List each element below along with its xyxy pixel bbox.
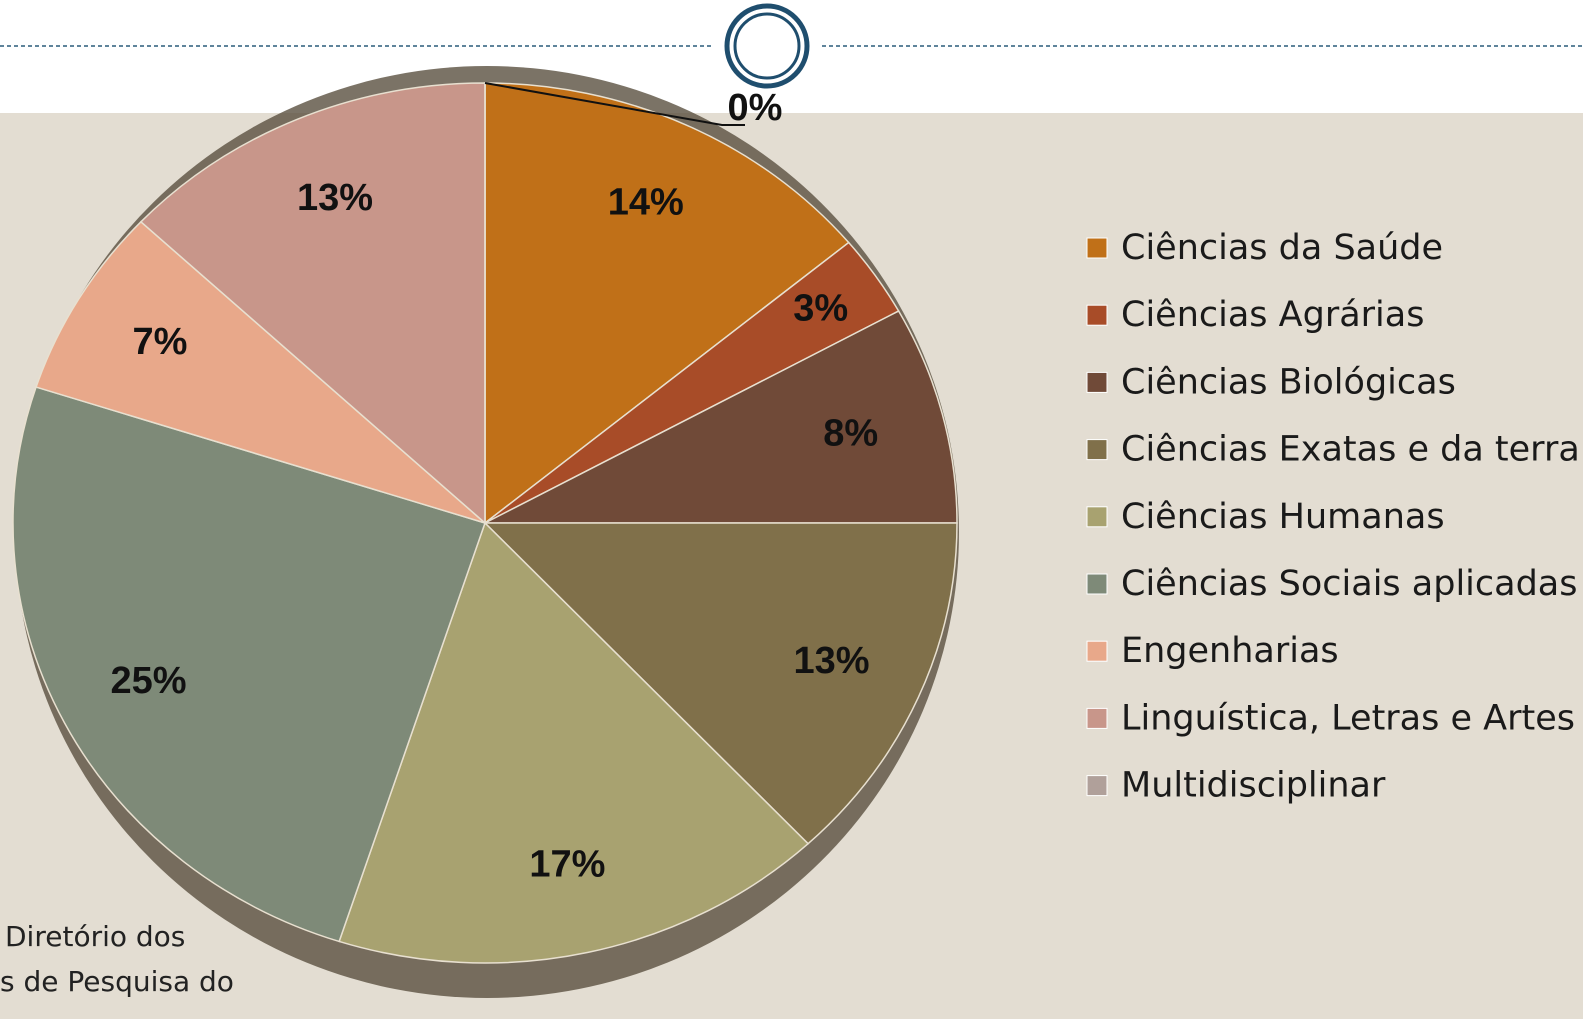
legend-swatch — [1086, 707, 1108, 729]
pie-slice — [35, 220, 486, 524]
data-label: 8% — [823, 412, 878, 454]
legend-label: Ciências Humanas — [1121, 497, 1445, 537]
pie — [12, 82, 958, 964]
legend-label: Ciências Agrárias — [1121, 295, 1424, 335]
pie-slice — [338, 521, 810, 964]
pie-slice — [483, 522, 958, 845]
legend-swatch — [1086, 506, 1108, 528]
data-label: 25% — [111, 660, 187, 702]
legend-label: Ciências Biológicas — [1121, 362, 1456, 402]
data-label: 7% — [133, 321, 188, 363]
data-label: 14% — [608, 182, 684, 224]
data-label: 17% — [529, 844, 605, 886]
data-label: 13% — [794, 640, 870, 682]
legend: Ciências da Saúde Ciências Agrárias Ciênci… — [1086, 228, 1580, 806]
legend-swatch — [1086, 640, 1108, 662]
pie-slice — [139, 82, 486, 525]
data-label: 0% — [728, 87, 783, 129]
legend-label: Ciências da Saúde — [1121, 228, 1443, 268]
data-label: 3% — [793, 287, 848, 329]
legend-swatch — [1086, 573, 1108, 595]
legend-swatch — [1086, 371, 1108, 393]
source-text: s de Pesquisa do — [0, 965, 234, 998]
pie-slice — [12, 386, 486, 943]
legend-swatch — [1086, 439, 1108, 461]
legend-swatch — [1086, 775, 1108, 797]
pie-slice — [484, 310, 958, 524]
legend-swatch — [1086, 304, 1108, 326]
legend-swatch — [1086, 237, 1108, 259]
pie-slice — [484, 82, 850, 525]
legend-label: Multidisciplinar — [1121, 766, 1386, 806]
legend-label: Linguística, Letras e Artes — [1121, 698, 1575, 738]
legend-label: Ciências Exatas e da terra — [1121, 430, 1580, 470]
data-labels: 14% 3% 8% 13% 17% 25% 7% 13% 0% — [111, 82, 878, 886]
source-text: Diretório dos — [5, 920, 185, 953]
legend-label: Engenharias — [1121, 631, 1339, 671]
leader-line — [484, 82, 745, 126]
ornament — [733, 12, 801, 80]
data-label: 13% — [297, 177, 373, 219]
legend-label: Ciências Sociais aplicadas — [1121, 564, 1578, 604]
